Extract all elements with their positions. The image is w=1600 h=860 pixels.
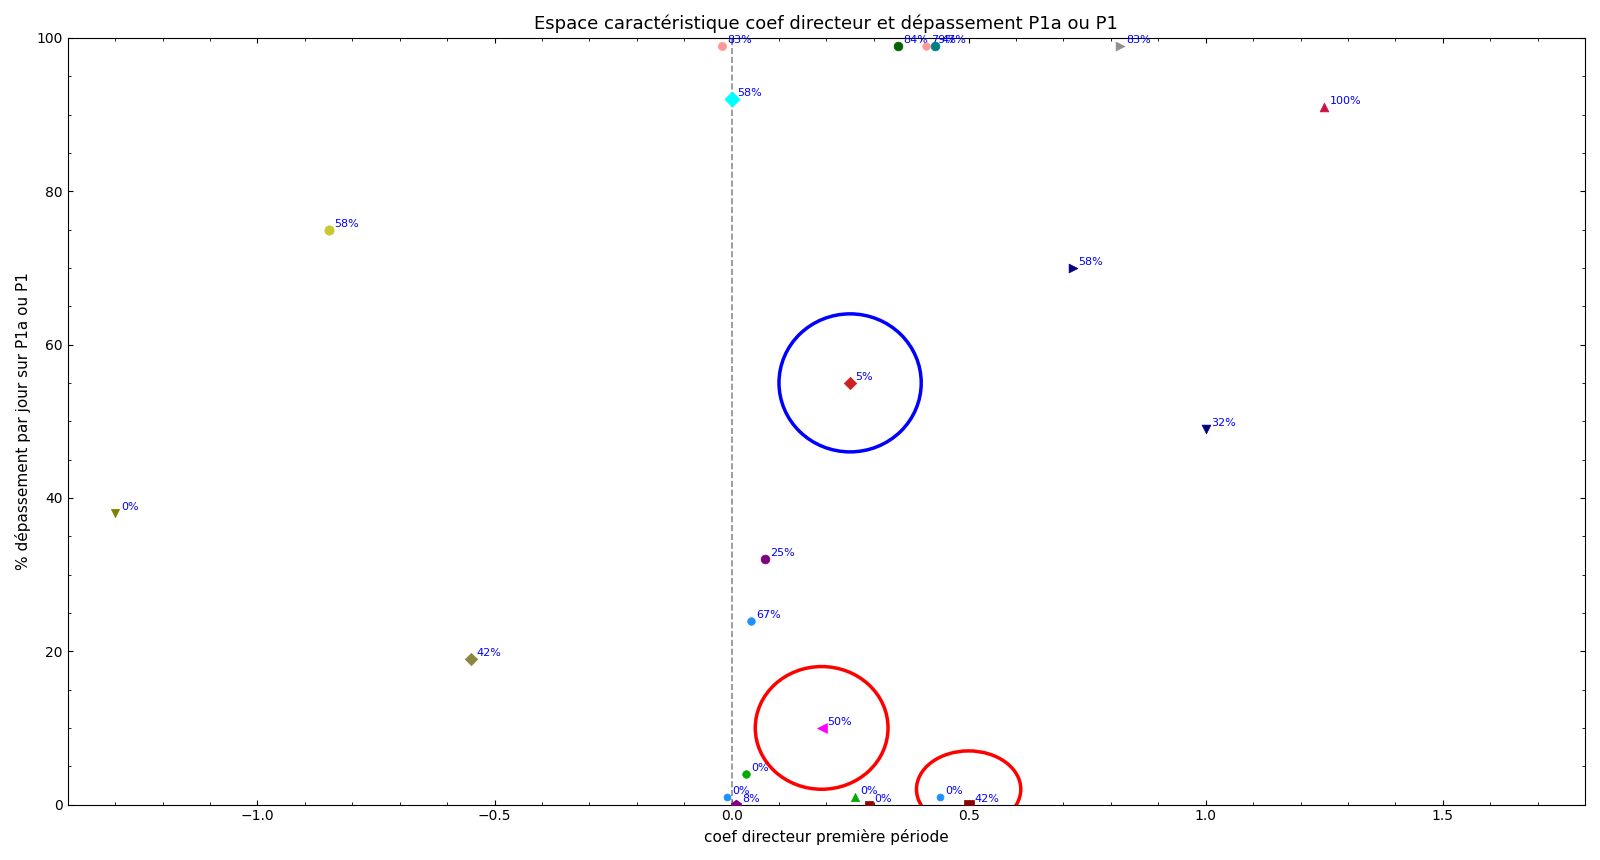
Point bbox=[315, 223, 341, 237]
Y-axis label: % dépassement par jour sur P1a ou P1: % dépassement par jour sur P1a ou P1 bbox=[14, 273, 30, 570]
Point bbox=[714, 790, 739, 804]
Text: 58%: 58% bbox=[738, 89, 762, 98]
Point bbox=[928, 790, 954, 804]
Text: 0%: 0% bbox=[946, 786, 963, 796]
Point bbox=[458, 652, 483, 666]
Text: 83%: 83% bbox=[728, 34, 752, 45]
Text: 50%: 50% bbox=[827, 717, 851, 728]
Text: 84%: 84% bbox=[902, 34, 928, 45]
Point bbox=[738, 614, 763, 628]
Text: 79%: 79% bbox=[931, 34, 957, 45]
Text: 42%: 42% bbox=[974, 794, 998, 804]
Point bbox=[723, 798, 749, 812]
Text: 83%: 83% bbox=[1126, 34, 1150, 45]
Text: 58%: 58% bbox=[1078, 257, 1104, 267]
Point bbox=[810, 721, 835, 734]
Text: 58%: 58% bbox=[334, 218, 358, 229]
Text: 0%: 0% bbox=[752, 763, 770, 773]
Title: Espace caractéristique coef directeur et dépassement P1a ou P1: Espace caractéristique coef directeur et… bbox=[534, 15, 1118, 34]
Text: 5%: 5% bbox=[856, 372, 874, 382]
Text: 0%: 0% bbox=[120, 502, 138, 513]
Text: 0%: 0% bbox=[733, 786, 750, 796]
Point bbox=[885, 39, 910, 52]
Point bbox=[923, 39, 949, 52]
Point bbox=[752, 552, 778, 566]
Text: 42%: 42% bbox=[477, 648, 501, 658]
Text: 25%: 25% bbox=[770, 549, 795, 558]
Text: 100%: 100% bbox=[1330, 96, 1362, 106]
Text: 0%: 0% bbox=[875, 794, 893, 804]
Point bbox=[102, 507, 128, 520]
Text: 47%: 47% bbox=[941, 34, 966, 45]
Text: 67%: 67% bbox=[757, 610, 781, 620]
Point bbox=[856, 798, 882, 812]
Point bbox=[842, 790, 867, 804]
Point bbox=[1194, 422, 1219, 436]
Point bbox=[709, 39, 734, 52]
Text: 8%: 8% bbox=[742, 794, 760, 804]
Text: 32%: 32% bbox=[1211, 418, 1237, 428]
Point bbox=[1107, 39, 1133, 52]
Point bbox=[914, 39, 939, 52]
Text: 0%: 0% bbox=[861, 786, 878, 796]
Point bbox=[1312, 100, 1338, 114]
X-axis label: coef directeur première période: coef directeur première période bbox=[704, 829, 949, 845]
Point bbox=[733, 767, 758, 781]
Point bbox=[955, 798, 981, 812]
Point bbox=[718, 92, 744, 106]
Point bbox=[837, 376, 862, 390]
Point bbox=[1061, 261, 1086, 274]
